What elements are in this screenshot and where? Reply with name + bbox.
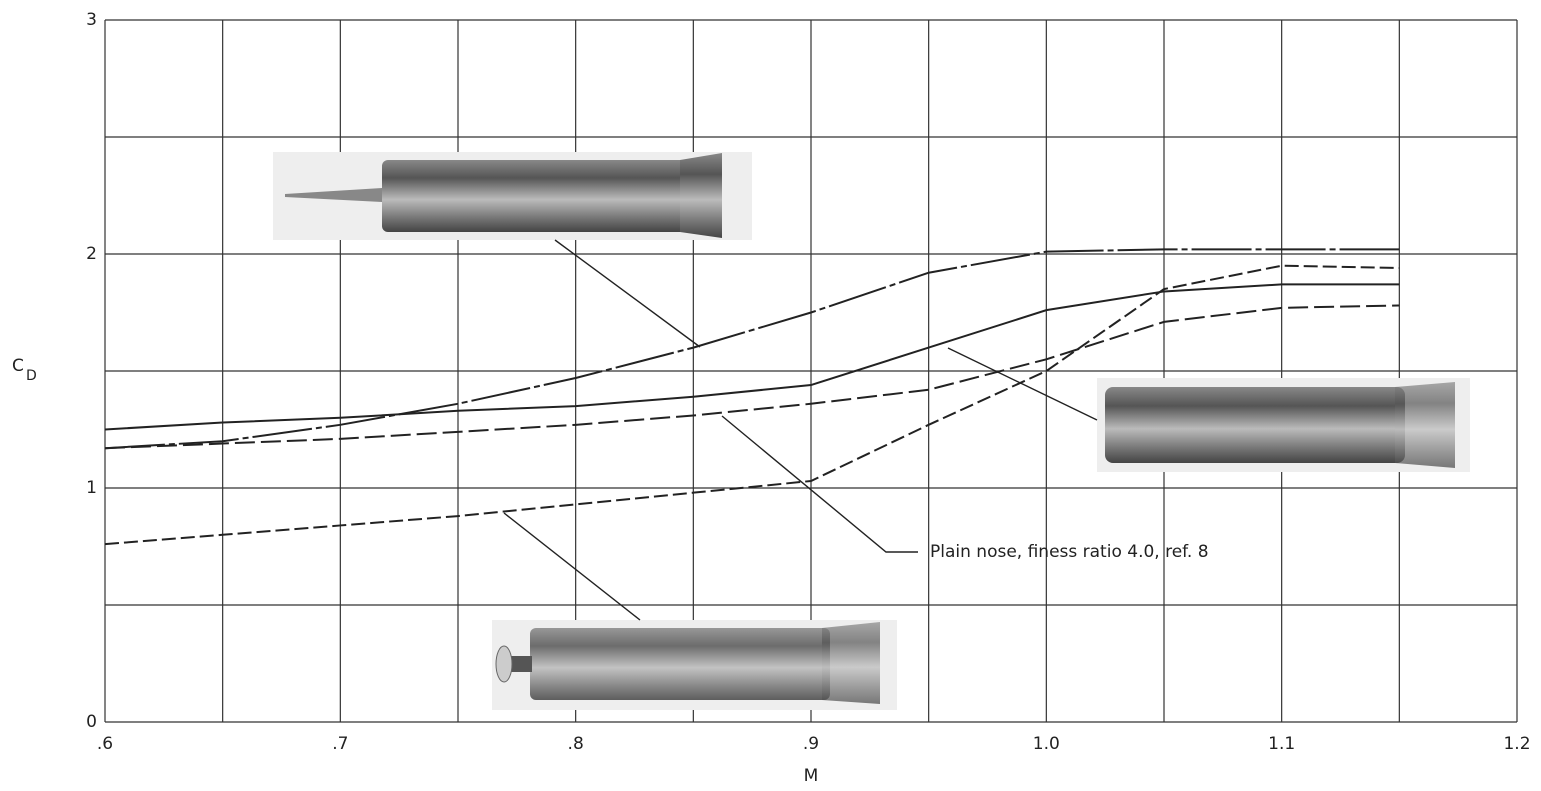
leader-line xyxy=(948,348,1097,420)
leader-line xyxy=(504,513,640,620)
x-tick-label: 1.0 xyxy=(1033,734,1060,754)
photo-disk-nose xyxy=(492,620,897,710)
y-tick-label: 3 xyxy=(86,10,97,30)
y-tick-label: 0 xyxy=(86,712,97,732)
x-tick-label: 1.2 xyxy=(1503,734,1530,754)
photo-plain-nose xyxy=(1097,378,1470,472)
x-tick-label: .9 xyxy=(803,734,819,754)
chart: Plain nose, finess ratio 4.0, ref. 8 M C… xyxy=(0,0,1541,791)
x-tick-label: 1.1 xyxy=(1268,734,1295,754)
grid xyxy=(105,20,1517,722)
cylinder xyxy=(382,160,692,232)
x-axis-label: M xyxy=(804,766,819,786)
x-tick-label: .7 xyxy=(332,734,348,754)
x-tick-label: .6 xyxy=(97,734,113,754)
cylinder xyxy=(1105,387,1405,463)
leader-line xyxy=(555,240,700,347)
y-tick-label: 2 xyxy=(86,244,97,264)
x-tick-label: .8 xyxy=(568,734,584,754)
flare xyxy=(822,622,880,704)
leaders xyxy=(504,240,1097,620)
flare xyxy=(680,153,722,238)
disk xyxy=(496,646,512,682)
y-tick-label: 1 xyxy=(86,478,97,498)
flare xyxy=(1395,382,1455,468)
cylinder xyxy=(530,628,830,700)
photo-spike-nose xyxy=(273,152,752,240)
annotation: Plain nose, finess ratio 4.0, ref. 8 xyxy=(930,542,1209,562)
y-axis-label-subscript: D xyxy=(26,368,37,384)
leader-line xyxy=(722,416,918,552)
y-axis-label: C xyxy=(12,356,24,376)
